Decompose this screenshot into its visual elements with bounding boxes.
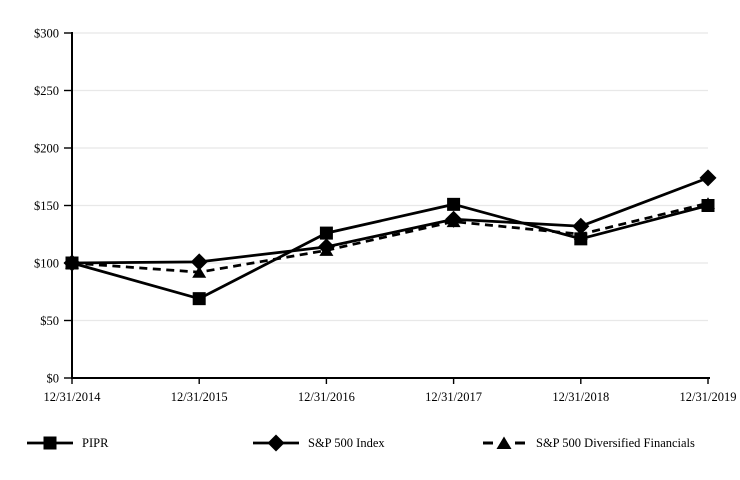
marker-square-pipr <box>319 226 333 240</box>
legend-marker-square-icon <box>27 436 73 450</box>
y-tick-label: $300 <box>34 27 59 41</box>
x-tick-label: 12/31/2016 <box>298 390 355 404</box>
marker-square-pipr <box>447 197 461 211</box>
series-line-s-p-500-index <box>71 176 709 265</box>
y-tick-label: $0 <box>47 372 60 386</box>
x-tick-label: 12/31/2015 <box>171 390 228 404</box>
marker-diamond-s-p-500-index <box>317 238 335 256</box>
y-tick-label: $50 <box>40 314 59 328</box>
marker-triangle-s-p-500-diversified-financials <box>192 266 207 278</box>
x-tick-label: 12/31/2019 <box>680 390 737 404</box>
marker-square-pipr <box>574 232 588 246</box>
y-tick-label: $200 <box>34 142 59 156</box>
marker-diamond-s-p-500-index <box>445 210 463 228</box>
marker-square-pipr <box>701 199 715 212</box>
marker-square-pipr <box>192 292 206 306</box>
y-tick-label: $150 <box>34 199 59 213</box>
x-tick-label: 12/31/2014 <box>44 390 102 404</box>
x-tick-label: 12/31/2018 <box>552 390 609 404</box>
legend-item-pipr: PIPR <box>27 433 108 453</box>
legend-marker-diamond-icon <box>253 434 299 452</box>
chart-legend: PIPR S&P 500 Index S&P 500 Diversified F… <box>0 433 740 455</box>
legend-item-divfin: S&P 500 Diversified Financials <box>481 433 695 453</box>
series-line-pipr <box>71 202 709 301</box>
x-tick-label: 12/31/2017 <box>425 390 482 404</box>
marker-diamond-s-p-500-index <box>63 254 81 272</box>
legend-marker-triangle-dashed-icon <box>483 436 525 449</box>
marker-diamond-s-p-500-index <box>699 169 717 187</box>
legend-label-pipr: PIPR <box>82 435 109 450</box>
y-tick-label: $100 <box>34 257 59 271</box>
legend-label-sp500: S&P 500 Index <box>308 435 385 450</box>
legend-item-sp500: S&P 500 Index <box>253 433 385 453</box>
y-tick-label: $250 <box>34 84 59 98</box>
marker-diamond-s-p-500-index <box>572 217 590 235</box>
marker-diamond-s-p-500-index <box>190 253 208 271</box>
legend-label-divfin: S&P 500 Diversified Financials <box>536 435 695 450</box>
